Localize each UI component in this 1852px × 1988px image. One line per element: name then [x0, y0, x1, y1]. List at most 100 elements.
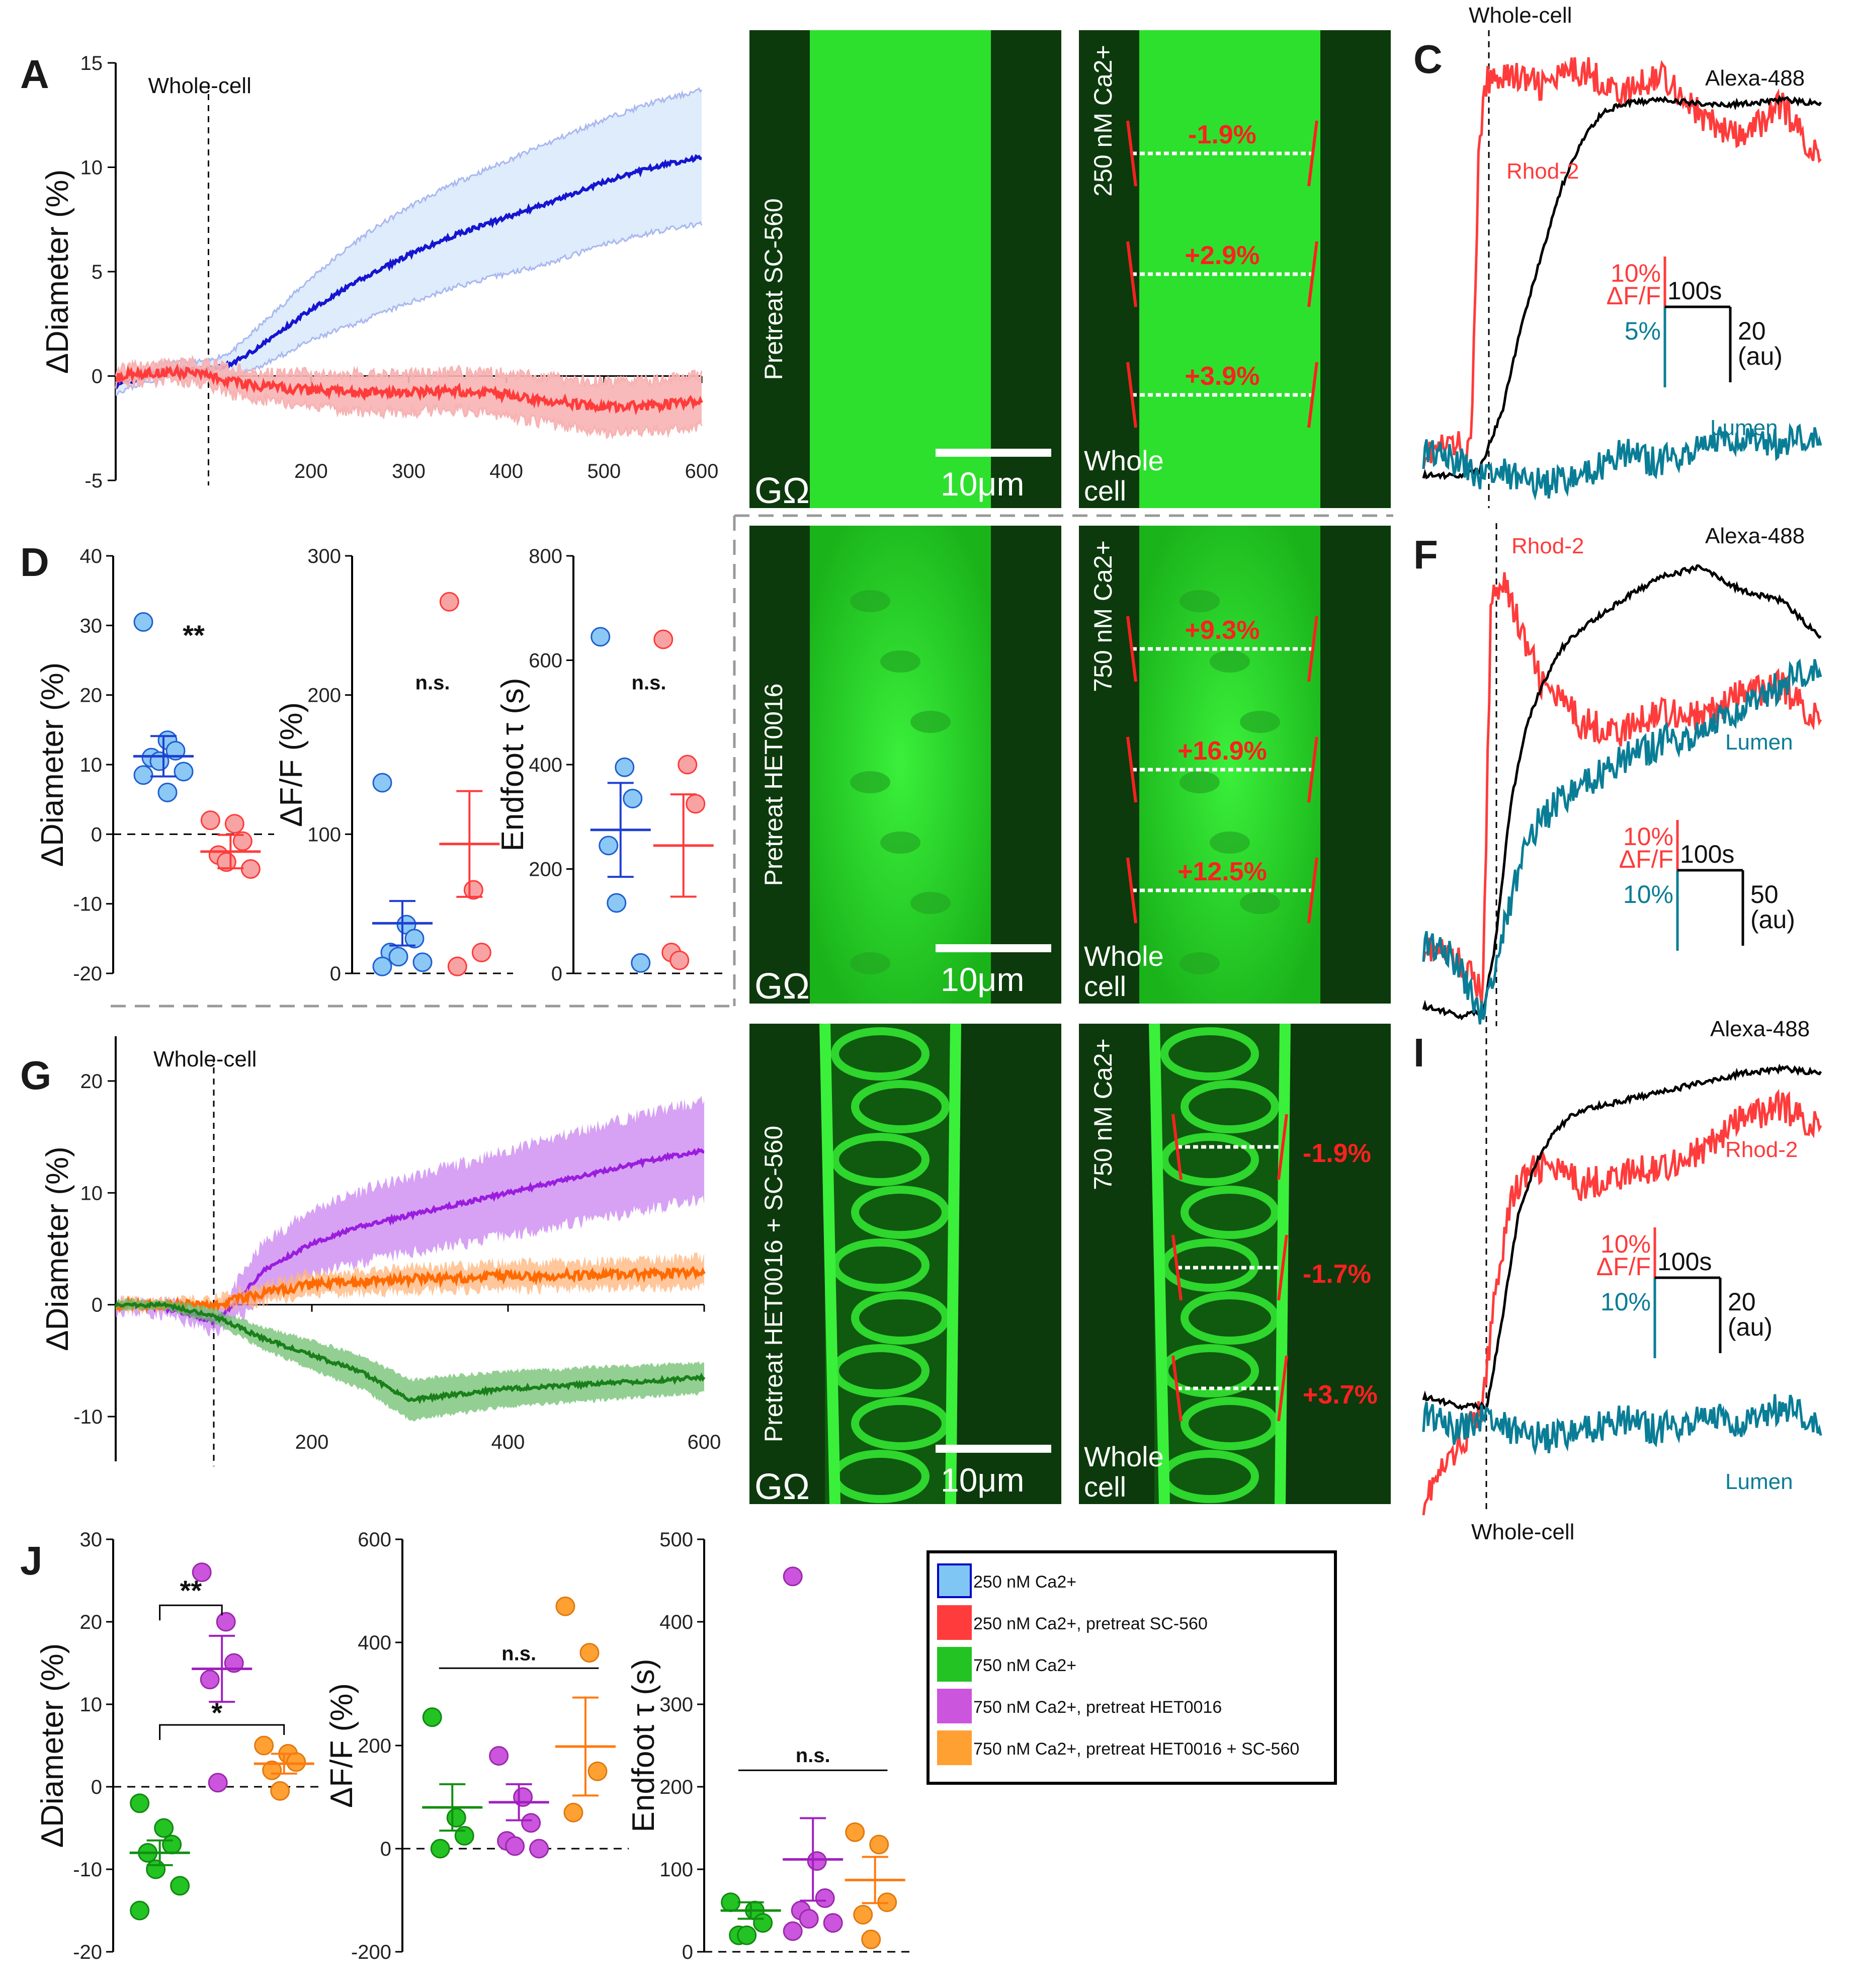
scalebar-lumen-label: 10%: [1623, 880, 1673, 908]
y-tick-label: 0: [682, 1941, 693, 1963]
y-tick-label: 10: [80, 754, 103, 776]
y-tick-label: 200: [307, 685, 341, 707]
y-tick-label: 40: [80, 545, 103, 567]
significance-label: n.s.: [796, 1745, 830, 1767]
legend-swatch: [937, 1647, 972, 1682]
sem-band-green: [116, 1298, 704, 1422]
data-point: [579, 1643, 600, 1663]
y-axis-label: ΔDiameter (%): [40, 1146, 75, 1351]
data-point: [200, 1670, 220, 1690]
scalebar-au-unit: (au): [1738, 342, 1783, 370]
scalebar-time-label: 100s: [1680, 840, 1734, 868]
y-tick-label: 10: [80, 1694, 103, 1716]
data-point: [192, 1562, 212, 1583]
percent-change: -1.9%: [1188, 120, 1256, 149]
percent-change: +3.7%: [1303, 1380, 1378, 1410]
x-tick-label: 400: [491, 1431, 525, 1453]
data-point: [254, 1735, 274, 1756]
measure-tick-right: [1307, 241, 1318, 307]
y-tick-label: 10: [80, 157, 103, 179]
measure-tick-left: [1171, 1234, 1183, 1301]
trace-alexa-488: [1422, 1063, 1822, 1412]
significance-label: **: [180, 1575, 202, 1606]
scalebar-time-label: 100s: [1667, 277, 1722, 305]
vessel-body: [1139, 30, 1320, 508]
significance-label: n.s.: [415, 672, 450, 694]
data-point: [591, 627, 611, 647]
data-point: [216, 1612, 236, 1632]
calcium-label: 750 nM Ca2+: [1089, 1038, 1117, 1190]
legend-label: 750 nM Ca2+, pretreat HET0016: [973, 1698, 1222, 1717]
significance-label: n.s.: [632, 672, 666, 694]
data-point: [678, 755, 698, 775]
scalebar-au-unit: (au): [1728, 1313, 1773, 1341]
scalebar-time-label: 100s: [1657, 1248, 1712, 1276]
y-axis-label: Endfoot τ (s): [495, 678, 530, 852]
data-point: [388, 947, 408, 967]
data-point: [686, 794, 706, 814]
gigaohm-label: GΩ: [754, 471, 810, 511]
panel-letter-I: I: [1413, 1030, 1424, 1075]
panel-letter-A: A: [20, 52, 49, 97]
data-point: [422, 1707, 442, 1727]
percent-change: +12.5%: [1177, 857, 1267, 886]
scalebar-dff-label: 10%: [1611, 259, 1661, 287]
y-tick-label: 200: [659, 1776, 693, 1798]
y-tick-label: 500: [659, 1529, 693, 1551]
data-point: [783, 1566, 803, 1587]
scalebar-dff-unit: ΔF/F: [1596, 1253, 1651, 1281]
endfoot-texture: [850, 590, 890, 612]
endfoot-ring: [851, 1080, 950, 1133]
trace-rhod-2: [1422, 572, 1822, 1005]
data-point: [270, 1781, 290, 1801]
endfoot-ring: [1160, 1133, 1259, 1186]
y-axis-label: Endfoot τ (s): [626, 1659, 661, 1833]
measure-tick-right: [1277, 1114, 1288, 1180]
y-tick-label: -20: [73, 963, 102, 985]
gigaohm-label: GΩ: [754, 966, 810, 1007]
data-point: [853, 1904, 873, 1925]
y-tick-label: 100: [659, 1859, 693, 1881]
y-tick-label: -200: [351, 1941, 391, 1963]
percent-change: -1.7%: [1303, 1260, 1371, 1289]
y-tick-label: -10: [73, 893, 102, 916]
sem-upper-blue: [115, 87, 703, 383]
data-point: [737, 1925, 757, 1945]
whole-cell-label: Whole-cell: [1469, 3, 1572, 28]
lumen-label: Lumen: [1725, 1469, 1793, 1494]
y-tick-label: 20: [80, 1611, 103, 1633]
panel-g-chart: -10 0 10 20 200 400 600 Whole-cell ΔDiameter (%): [40, 1036, 721, 1466]
y-tick-label: 5: [92, 261, 103, 283]
data-point: [133, 612, 153, 632]
data-point: [861, 1929, 881, 1949]
data-point: [224, 814, 244, 834]
y-tick-label: 0: [330, 963, 341, 985]
whole-cell-label: Whole: [1084, 940, 1164, 972]
y-tick-label: -10: [73, 1859, 102, 1881]
vessel-body: [810, 526, 991, 1004]
whole-cell-label: cell: [1084, 1471, 1126, 1503]
y-tick-label: 0: [91, 823, 102, 846]
vessel-wall-left: [1149, 1023, 1170, 1505]
sem-lower-red: [115, 372, 703, 440]
sem-band-orange: [116, 1252, 704, 1316]
data-point: [286, 1752, 306, 1772]
y-tick-label: -5: [85, 470, 103, 492]
measure-tick-left: [1126, 857, 1137, 924]
panel-c-traces: Whole-cell Alexa-488 Rhod-2 Lumen 10%ΔF/F 100…: [1422, 3, 1822, 508]
data-point: [869, 1835, 889, 1855]
endfoot-texture: [1240, 892, 1280, 914]
percent-change: +9.3%: [1185, 616, 1260, 645]
data-point: [653, 629, 674, 649]
y-tick-label: 0: [91, 1776, 102, 1798]
data-point: [162, 1835, 182, 1855]
trace-alexa-488: [1422, 95, 1822, 480]
endfoot-texture: [910, 892, 951, 914]
legend: 250 nM Ca2+ 250 nM Ca2+, pretreat SC-560 7…: [927, 1550, 1337, 1785]
calcium-label: 750 nM Ca2+: [1089, 540, 1117, 692]
vessel-body: [1139, 526, 1320, 1004]
panel-d-scatter: -20 -10 0 10 20 30 40 ΔDiameter (%) ** 0 100 200 300…: [35, 545, 724, 985]
alexa-label: Alexa-488: [1710, 1017, 1810, 1041]
alexa-label: Alexa-488: [1705, 66, 1805, 91]
